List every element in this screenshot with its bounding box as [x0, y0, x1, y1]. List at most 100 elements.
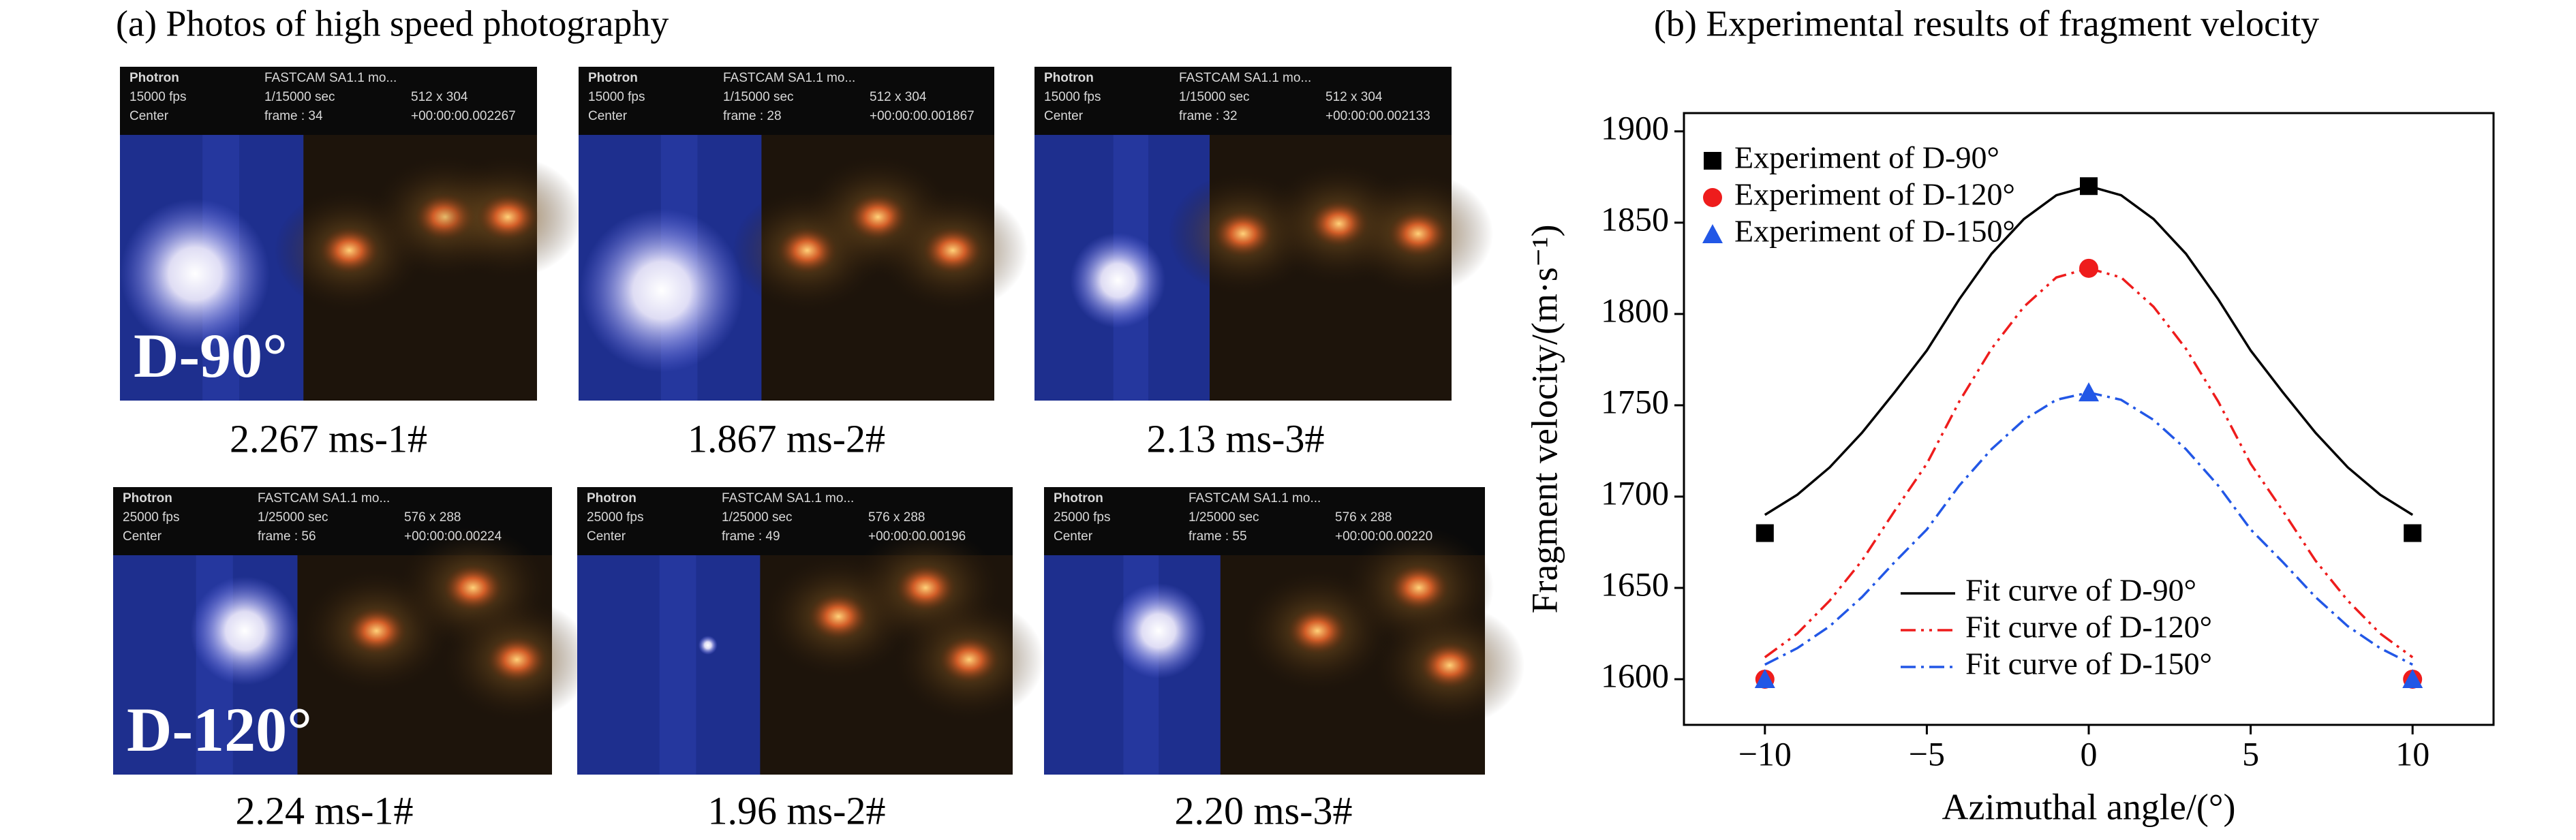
data-point [1754, 668, 1775, 688]
hud-text: 512 x 304 [1325, 90, 1383, 104]
x-tick-label: 10 [2395, 734, 2429, 773]
hud-text: Center [1044, 109, 1084, 123]
hud-text: +00:00:00.00220 [1335, 529, 1432, 544]
hud-text: 512 x 304 [870, 90, 927, 104]
hud-text: 1/25000 sec [1189, 510, 1259, 525]
hud-text: 576 x 288 [404, 510, 461, 525]
photo: Photron FASTCAM SA1.1 mo... 25000 fps 1/250… [577, 487, 1045, 775]
x-tick-label: −5 [1909, 734, 1945, 773]
fire [1387, 563, 1450, 612]
hud-band [1034, 67, 1452, 135]
y-tick-label: 1700 [1601, 473, 1669, 512]
hud-text: Center [123, 529, 162, 544]
hud-text: Center [588, 109, 628, 123]
hud-text: Photron [129, 71, 179, 85]
hud-text: +00:00:00.00196 [868, 529, 966, 544]
hud-text: frame : 56 [258, 529, 316, 544]
hud-text: 25000 fps [587, 510, 643, 525]
hud-band [120, 67, 537, 135]
legend-marker [1704, 152, 1721, 170]
photo-caption: 1.867 ms-2# [688, 416, 885, 461]
hud-text: +00:00:00.00224 [404, 529, 502, 544]
hud-text: 576 x 288 [1335, 510, 1392, 525]
hud-text: 576 x 288 [868, 510, 925, 525]
y-tick-label: 1800 [1601, 291, 1669, 329]
fire [346, 607, 408, 655]
fit-curve [1764, 267, 2414, 659]
hud-text: 1/15000 sec [723, 90, 794, 104]
y-tick-label: 1650 [1601, 565, 1669, 603]
hud-text: frame : 55 [1189, 529, 1247, 544]
fire [477, 193, 539, 241]
chart-title: (b) Experimental results of fragment vel… [1654, 3, 2319, 44]
fire [938, 636, 1000, 684]
fire [1212, 210, 1274, 258]
hud-text: 25000 fps [1054, 510, 1110, 525]
hud-text: Center [587, 529, 626, 544]
hud-text: 15000 fps [129, 90, 186, 104]
hud-text: Center [129, 109, 169, 123]
y-tick-label: 1750 [1601, 382, 1669, 420]
hud-text: +00:00:00.002267 [411, 109, 516, 123]
photo: Photron FASTCAM SA1.1 mo... 15000 fps 1/150… [1034, 67, 1494, 401]
fit-curve [1764, 185, 2414, 516]
fit-curve [1764, 391, 2413, 666]
hud-text: 1/15000 sec [264, 90, 335, 104]
data-point [2404, 524, 2422, 542]
x-tick-label: 5 [2242, 734, 2259, 773]
fire [486, 636, 548, 684]
photo: Photron FASTCAM SA1.1 mo... 25000 fps 1/250… [1044, 487, 1525, 775]
photo-caption: 2.20 ms-3# [1175, 788, 1353, 833]
hud-text: 1/15000 sec [1179, 90, 1250, 104]
flash [698, 636, 718, 655]
hud-text: FASTCAM SA1.1 mo... [722, 491, 854, 505]
legend-label: Experiment of D-120° [1734, 177, 2015, 212]
hud-text: +00:00:00.001867 [870, 109, 975, 123]
legend-label: Fit curve of D-90° [1965, 573, 2196, 608]
legend-label: Experiment of D-90° [1734, 140, 1999, 175]
photo-caption: 1.96 ms-2# [708, 788, 886, 833]
hud-text: Photron [123, 491, 172, 505]
y-axis-label: Fragment velocity/(m·s⁻¹) [1524, 224, 1565, 613]
hud-text: frame : 28 [723, 109, 782, 123]
hud-text: FASTCAM SA1.1 mo... [723, 71, 855, 85]
hud-band [579, 67, 994, 135]
fire [1387, 210, 1450, 258]
y-tick-label: 1900 [1601, 108, 1669, 146]
flash [1111, 583, 1207, 679]
hud-text: frame : 34 [264, 109, 323, 123]
fire [442, 563, 504, 612]
hud-text: Photron [1044, 71, 1094, 85]
blue-panel-shade [659, 555, 696, 775]
photo: Photron FASTCAM SA1.1 mo... 25000 fps 1/250… [113, 487, 592, 775]
legend-label: Experiment of D-150° [1734, 214, 2015, 249]
flash [120, 198, 271, 349]
hud-text: 512 x 304 [411, 90, 468, 104]
x-tick-label: −10 [1738, 734, 1792, 773]
flash [1070, 232, 1166, 328]
fire [318, 226, 380, 275]
photo-caption: 2.13 ms-3# [1147, 416, 1325, 461]
hud-text: 1/25000 sec [258, 510, 328, 525]
hud-text: FASTCAM SA1.1 mo... [1189, 491, 1321, 505]
hud-text: FASTCAM SA1.1 mo... [264, 71, 397, 85]
hud-text: 25000 fps [123, 510, 179, 525]
hud-text: frame : 49 [722, 529, 780, 544]
data-point [2402, 668, 2423, 688]
data-point [1755, 524, 1774, 542]
hud-text: Center [1054, 529, 1093, 544]
photo-label: D-90° [134, 321, 288, 390]
hud-text: Photron [587, 491, 637, 505]
hud-text: Photron [588, 71, 638, 85]
y-tick-label: 1850 [1601, 200, 1669, 238]
photo-caption: 2.24 ms-1# [236, 788, 414, 833]
photo-label: D-120° [127, 695, 312, 764]
photo: Photron FASTCAM SA1.1 mo... 15000 fps 1/150… [120, 67, 583, 401]
fire [1287, 607, 1349, 655]
fire [922, 226, 983, 275]
fire [1419, 641, 1481, 689]
x-tick-label: 0 [2081, 734, 2098, 773]
hud-text: Photron [1054, 491, 1103, 505]
